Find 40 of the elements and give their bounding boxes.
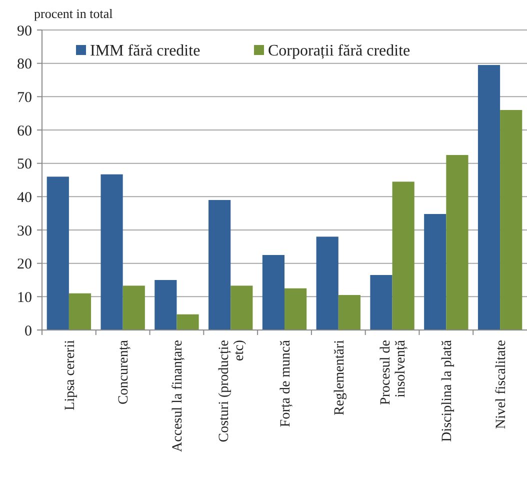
x-tick-label: Costuri (producție etc) (217, 340, 248, 442)
y-tick-label: 40 (17, 190, 32, 206)
x-tick-label: Forța de muncă (278, 339, 294, 428)
y-tick-label: 20 (17, 256, 32, 273)
x-tick-label: Accesul la finanțare (170, 340, 186, 452)
y-tick-label: 80 (17, 56, 32, 73)
x-tick-label: Reglementări (332, 340, 348, 416)
y-tick-label: 0 (24, 323, 32, 340)
bar (230, 286, 253, 330)
bar (262, 255, 284, 330)
bar (446, 155, 468, 330)
y-tick-label: 70 (17, 90, 32, 106)
y-axis-title: procent in total (34, 6, 114, 21)
y-tick-label: 30 (17, 223, 32, 240)
bar (316, 236, 338, 330)
legend-label: Corporații fără credite (268, 42, 410, 60)
bar (500, 110, 522, 330)
y-tick-label: 10 (17, 290, 32, 306)
bar (338, 295, 360, 330)
bar (176, 314, 199, 330)
bar (46, 176, 69, 330)
bar (154, 280, 177, 330)
bar (370, 275, 392, 330)
bar (478, 65, 500, 330)
y-tick-label: 50 (17, 156, 32, 173)
x-tick-label: Concurența (116, 339, 132, 405)
bar (100, 174, 123, 330)
bar (424, 214, 446, 330)
x-tick-label: Lipsa cererii (62, 340, 78, 410)
legend-label: IMM fără credite (90, 42, 200, 60)
x-tick-label: Procesul de insolvență (378, 339, 409, 405)
y-tick-label: 90 (17, 23, 32, 40)
bar (392, 182, 414, 330)
x-tick-label: Nivel fiscalitate (494, 340, 509, 430)
bar (208, 200, 231, 330)
y-tick-label: 60 (17, 123, 32, 140)
x-tick-label: Disciplina la plată (440, 339, 456, 442)
bar (68, 293, 92, 330)
bar (122, 286, 145, 330)
bar (284, 288, 307, 330)
